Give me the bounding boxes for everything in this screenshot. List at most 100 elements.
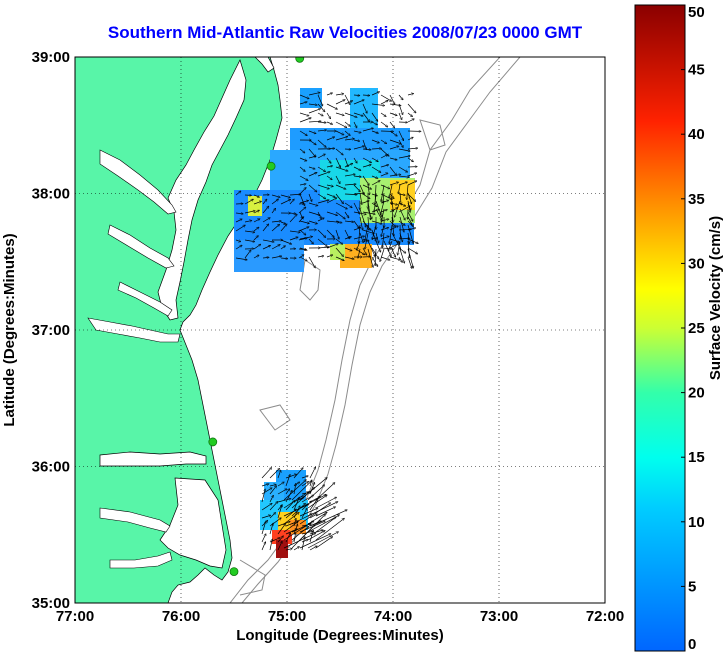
- velocity-vector: [269, 513, 275, 519]
- velocity-vector: [317, 103, 325, 111]
- velocity-vector: [315, 483, 335, 501]
- velocity-vector: [235, 240, 241, 242]
- velocity-vector: [262, 246, 270, 250]
- velocity-vector: [389, 182, 398, 186]
- velocity-vector: [344, 157, 348, 167]
- velocity-vector: [389, 224, 393, 244]
- velocity-vector: [299, 130, 307, 135]
- velocity-vector: [381, 200, 385, 215]
- velocity-vector: [389, 139, 401, 144]
- velocity-vector: [301, 476, 308, 479]
- map-plot: [75, 57, 605, 603]
- velocity-vector: [285, 491, 292, 503]
- velocity-vector: [335, 100, 345, 105]
- radar-station-marker: [295, 57, 305, 63]
- velocity-vector: [293, 484, 296, 495]
- velocity-vector: [335, 211, 345, 219]
- velocity-vector: [307, 495, 327, 509]
- velocity-vector: [335, 148, 343, 155]
- velocity-vector: [380, 236, 389, 240]
- albemarle-sound: [99, 451, 207, 467]
- radar-station-marker: [266, 161, 276, 171]
- velocity-vector: [235, 191, 241, 196]
- velocity-vector: [299, 503, 330, 525]
- velocity-vector: [353, 220, 359, 228]
- velocity-vector: [359, 184, 364, 195]
- velocity-vector: [375, 232, 379, 243]
- velocity-vector: [380, 248, 385, 261]
- velocity-vector: [289, 213, 296, 214]
- colorbar: 0 5 10 15 20 25 30 35 40 45 50 Surface Velocity (c…: [634, 4, 724, 653]
- velocity-vector: [299, 201, 308, 204]
- velocity-vector: [400, 192, 401, 205]
- velocity-vector: [389, 184, 393, 198]
- velocity-vector: [344, 256, 354, 259]
- velocity-vector: [307, 502, 338, 517]
- x-tick-label: 73:00: [480, 608, 518, 625]
- velocity-vector: [335, 137, 347, 141]
- velocity-vector: [407, 94, 413, 95]
- velocity-vector: [326, 193, 335, 197]
- velocity-vector: [317, 229, 325, 237]
- velocity-vector: [362, 112, 369, 121]
- velocity-vector: [317, 184, 329, 189]
- velocity-vector: [289, 199, 294, 205]
- velocity-vector: [380, 210, 387, 213]
- velocity-vector: [362, 149, 371, 150]
- velocity-vector: [285, 474, 296, 479]
- velocity-vector: [362, 229, 374, 234]
- velocity-vector: [299, 157, 307, 161]
- velocity-vector: [398, 103, 403, 115]
- colorbar-tick-label: 50: [688, 4, 705, 21]
- velocity-vector: [408, 232, 409, 243]
- velocity-vector: [280, 258, 288, 259]
- velocity-vector: [298, 207, 306, 214]
- neuse-river: [109, 551, 173, 569]
- x-tick-label: 72:00: [586, 608, 624, 625]
- velocity-vector: [317, 94, 323, 106]
- velocity-vector: [344, 121, 350, 126]
- velocity-vector: [353, 166, 361, 170]
- velocity-vector: [398, 184, 401, 194]
- velocity-vector: [271, 221, 281, 222]
- velocity-vector: [344, 184, 356, 185]
- rappahannock-river: [107, 224, 175, 269]
- velocity-vector: [358, 248, 361, 258]
- velocity-vector: [344, 101, 352, 105]
- velocity-vector: [298, 217, 304, 223]
- velocity-vector: [317, 256, 324, 257]
- velocity-vector: [326, 244, 338, 249]
- velocity-vector: [326, 112, 330, 118]
- velocity-vector: [317, 139, 326, 147]
- velocity-vector: [308, 121, 321, 122]
- velocity-vector: [371, 139, 379, 143]
- velocity-vector: [307, 532, 338, 549]
- velocity-vector: [293, 468, 303, 479]
- velocity-vector: [344, 202, 352, 208]
- velocity-vector: [407, 192, 411, 204]
- x-tick-label: 75:00: [268, 608, 306, 625]
- velocity-vector: [277, 482, 284, 487]
- velocity-vector: [375, 248, 376, 265]
- colorbar-tick-label: 30: [688, 255, 705, 272]
- velocity-vector: [362, 95, 370, 96]
- velocity-vector: [326, 157, 331, 163]
- colorbar-tick-label: 45: [688, 62, 705, 79]
- velocity-vector: [280, 246, 285, 250]
- velocity-vector: [253, 194, 259, 197]
- velocity-vector: [407, 184, 409, 199]
- velocity-vector: [399, 248, 404, 263]
- velocity-vector: [269, 485, 276, 486]
- velocity-vector: [271, 245, 280, 250]
- velocity-vector: [261, 515, 270, 519]
- velocity-vector: [381, 208, 385, 222]
- velocity-vector: [285, 489, 289, 495]
- velocity-vector: [359, 192, 362, 204]
- velocity-vector: [308, 220, 317, 224]
- velocity-vector: [389, 166, 396, 175]
- velocity-vector: [375, 208, 382, 220]
- velocity-vector: [389, 238, 399, 242]
- velocity-vector: [271, 194, 280, 197]
- velocity-vector: [362, 184, 371, 189]
